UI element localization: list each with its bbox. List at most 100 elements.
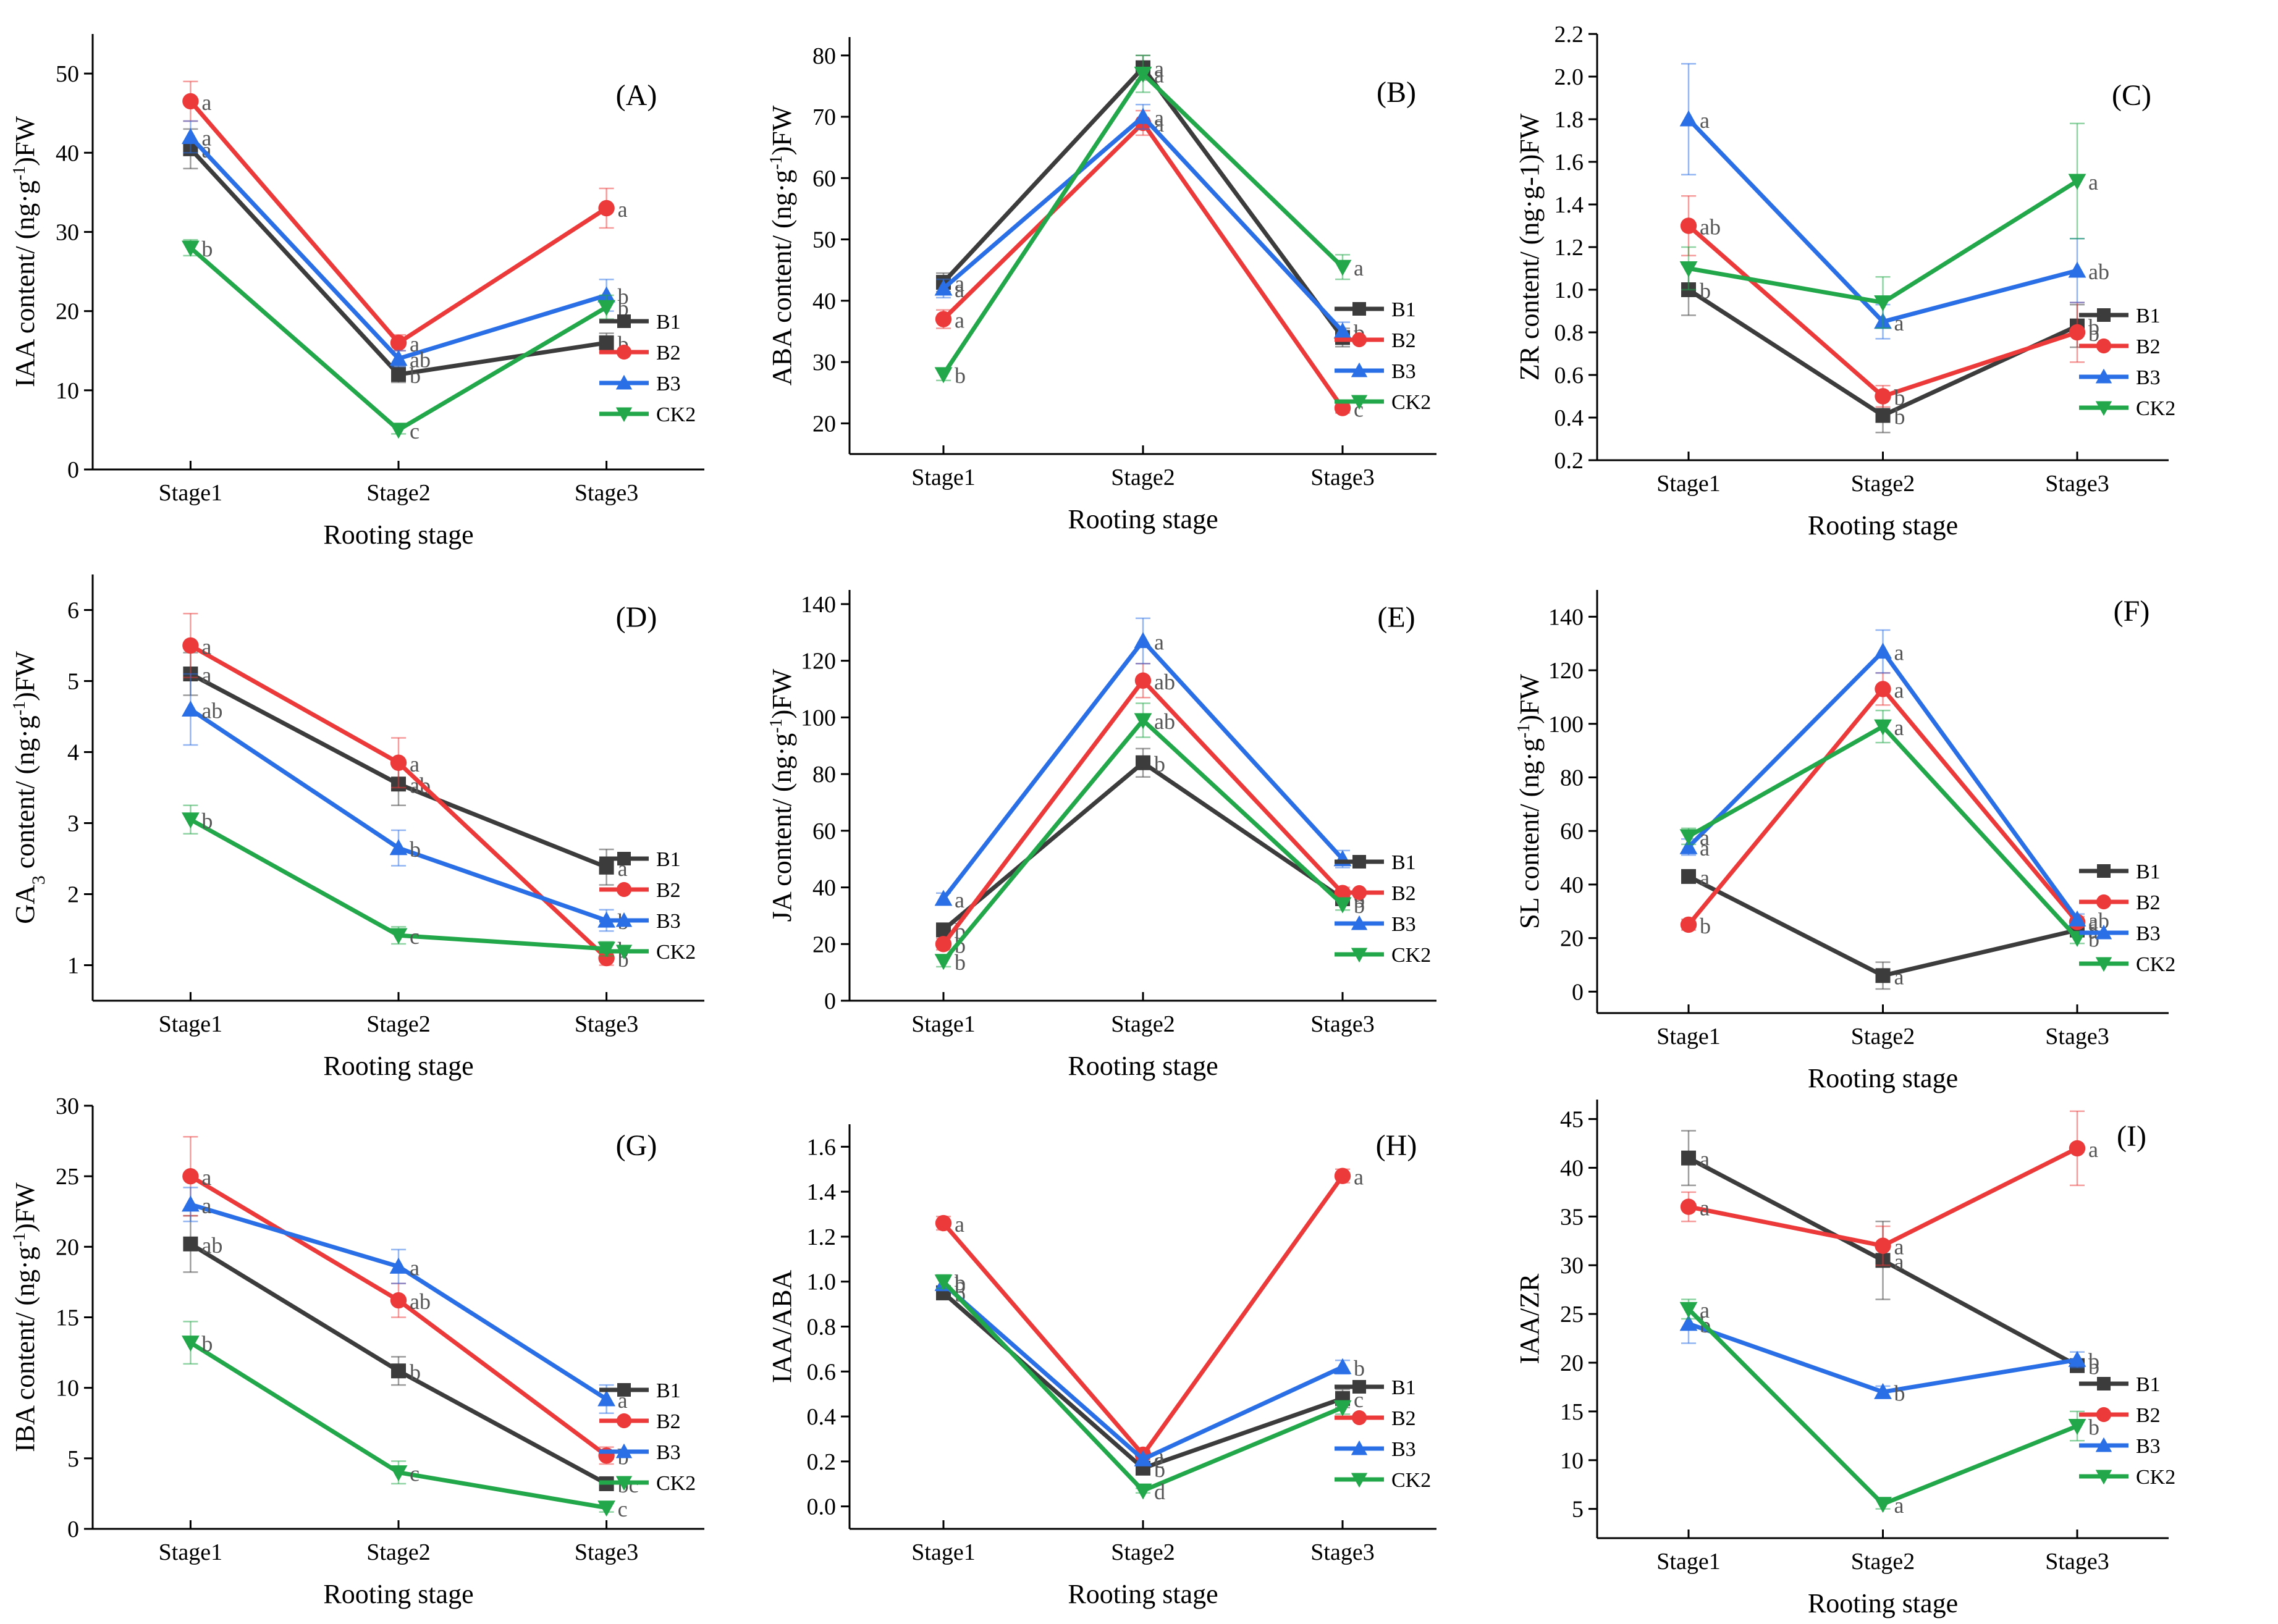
data-point — [390, 754, 407, 771]
significance-label: b — [955, 363, 966, 388]
series-b3: ab b b — [182, 673, 629, 934]
series-ck2: b c b — [182, 804, 629, 962]
y-tick-label: 70 — [812, 104, 836, 130]
significance-label: a — [1894, 715, 1904, 740]
data-point — [1874, 1497, 1892, 1513]
y-tick-label: 20 — [1560, 926, 1584, 952]
data-point — [597, 1390, 615, 1407]
legend-marker — [2095, 924, 2112, 940]
legend-marker — [1351, 948, 1368, 963]
y-tick-label: 100 — [1548, 712, 1584, 738]
legend-marker — [1351, 1440, 1368, 1455]
y-tick-label: 20 — [56, 299, 79, 325]
data-point — [182, 128, 200, 145]
data-point — [2069, 324, 2086, 341]
series-b2: aaa — [1680, 1110, 2098, 1266]
legend-marker — [1351, 885, 1367, 901]
y-tick-label: 50 — [812, 227, 836, 253]
y-tick-label: 30 — [1560, 1253, 1584, 1279]
data-point — [1333, 322, 1352, 339]
y-tick-label: 20 — [1560, 1350, 1584, 1376]
legend-marker — [2097, 308, 2111, 322]
data-point — [389, 928, 408, 945]
y-tick-label: 3 — [67, 811, 79, 837]
y-tick-label: 0 — [1572, 979, 1584, 1005]
data-point — [934, 279, 953, 296]
data-point — [1334, 1168, 1351, 1184]
legend-label: B2 — [656, 1410, 681, 1433]
legend-label: B1 — [1391, 851, 1416, 874]
significance-label: a — [1700, 825, 1710, 850]
significance-label: ab — [1154, 709, 1175, 734]
legend: B1 B2 B3 CK2 — [1335, 298, 1431, 414]
legend-label: B1 — [2136, 860, 2161, 883]
series-ck2: a a b — [1679, 1298, 2099, 1518]
panel-c: 0.2 0.4 0.6 0.8 1.0 1.2 1.4 1.6 1.8 2.0 2.2 Stage1 S… — [1514, 22, 2175, 541]
significance-label: ab — [201, 1233, 222, 1258]
data-point — [1874, 295, 1892, 312]
y-tick-label: 40 — [812, 875, 836, 901]
data-point — [1874, 719, 1892, 736]
data-point — [1333, 897, 1352, 914]
panel-label: (B) — [1377, 76, 1416, 109]
legend-marker — [1351, 395, 1368, 410]
data-point — [182, 93, 199, 110]
data-point — [1681, 869, 1696, 884]
series-ck2: b ab b — [934, 702, 1365, 975]
significance-label: a — [410, 1255, 420, 1280]
legend-marker — [1351, 915, 1368, 930]
significance-label: b — [955, 1273, 966, 1297]
x-tick-label: Stage2 — [366, 1539, 430, 1565]
data-point — [2068, 1350, 2086, 1367]
significance-label: a — [2088, 170, 2098, 195]
data-point — [1333, 1358, 1352, 1374]
x-tick-label: Stage1 — [911, 1539, 975, 1565]
significance-label: a — [1354, 1165, 1364, 1190]
y-tick-label: 40 — [1560, 1155, 1584, 1181]
y-tick-label: 25 — [56, 1164, 79, 1190]
panel-i: 5 10 15 20 25 30 35 40 45 Stage1 Stage2 Stage3 Rooti… — [1514, 1100, 2175, 1618]
significance-label: ab — [1700, 215, 1721, 240]
significance-label: b — [1354, 1356, 1365, 1381]
panel-label: (C) — [2112, 79, 2151, 112]
y-axis-title: ZR content/ (ng·g-1)FW — [1514, 113, 1545, 381]
data-point — [1334, 400, 1351, 416]
legend-label: CK2 — [1391, 944, 1431, 967]
legend-marker — [1352, 855, 1366, 869]
legend-marker — [1351, 1473, 1368, 1488]
series-ck2: a — [1679, 122, 2098, 329]
x-tick-label: Stage3 — [575, 1011, 638, 1037]
legend-marker — [1352, 302, 1366, 316]
data-point — [182, 1195, 200, 1212]
legend-marker — [617, 852, 631, 865]
data-point — [1333, 259, 1352, 276]
x-axis-title: Rooting stage — [323, 1579, 473, 1609]
data-point — [1875, 681, 1891, 697]
legend-label: B2 — [1391, 882, 1416, 905]
y-axis-title: ABA content/ (ng·g-1)FW — [767, 105, 798, 385]
significance-label: a — [1700, 865, 1710, 890]
data-point — [934, 367, 953, 384]
data-point — [2069, 1140, 2086, 1157]
data-point — [598, 200, 615, 217]
y-tick-label: 1.6 — [807, 1134, 837, 1160]
legend-label: B3 — [2136, 366, 2161, 389]
data-point — [1875, 1237, 1891, 1254]
y-tick-label: 0 — [67, 1517, 79, 1542]
y-tick-label: 0.4 — [1555, 405, 1584, 431]
legend-label: B1 — [656, 848, 681, 871]
y-axis-title: SL content/ (ng·g-1)FW — [1514, 674, 1545, 929]
significance-label: b — [1894, 1381, 1905, 1405]
data-point — [389, 423, 408, 439]
legend-label: CK2 — [1391, 1469, 1431, 1492]
data-point — [597, 300, 615, 316]
y-tick-label: 1.2 — [1555, 235, 1584, 261]
y-tick-label: 0.8 — [807, 1315, 837, 1340]
significance-label: b — [1154, 752, 1165, 776]
legend-label: B1 — [2136, 1373, 2161, 1396]
significance-label: a — [201, 126, 211, 151]
y-tick-label: 0.8 — [1555, 320, 1584, 346]
y-tick-label: 5 — [67, 1446, 79, 1472]
x-axis-title: Rooting stage — [1808, 510, 1958, 541]
significance-label: a — [1700, 108, 1710, 133]
